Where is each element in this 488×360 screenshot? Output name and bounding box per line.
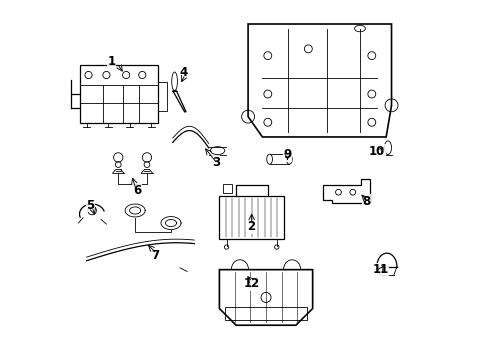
Text: 7: 7 bbox=[150, 249, 159, 262]
Text: 11: 11 bbox=[372, 263, 388, 276]
Text: 3: 3 bbox=[211, 156, 220, 168]
Text: 6: 6 bbox=[133, 184, 141, 197]
Text: 9: 9 bbox=[283, 148, 291, 161]
Text: 12: 12 bbox=[243, 278, 259, 291]
Text: 2: 2 bbox=[247, 220, 255, 233]
Text: 1: 1 bbox=[107, 55, 116, 68]
Text: 4: 4 bbox=[179, 66, 187, 79]
Text: 5: 5 bbox=[86, 199, 94, 212]
Text: 8: 8 bbox=[362, 195, 370, 208]
Text: 10: 10 bbox=[368, 145, 385, 158]
